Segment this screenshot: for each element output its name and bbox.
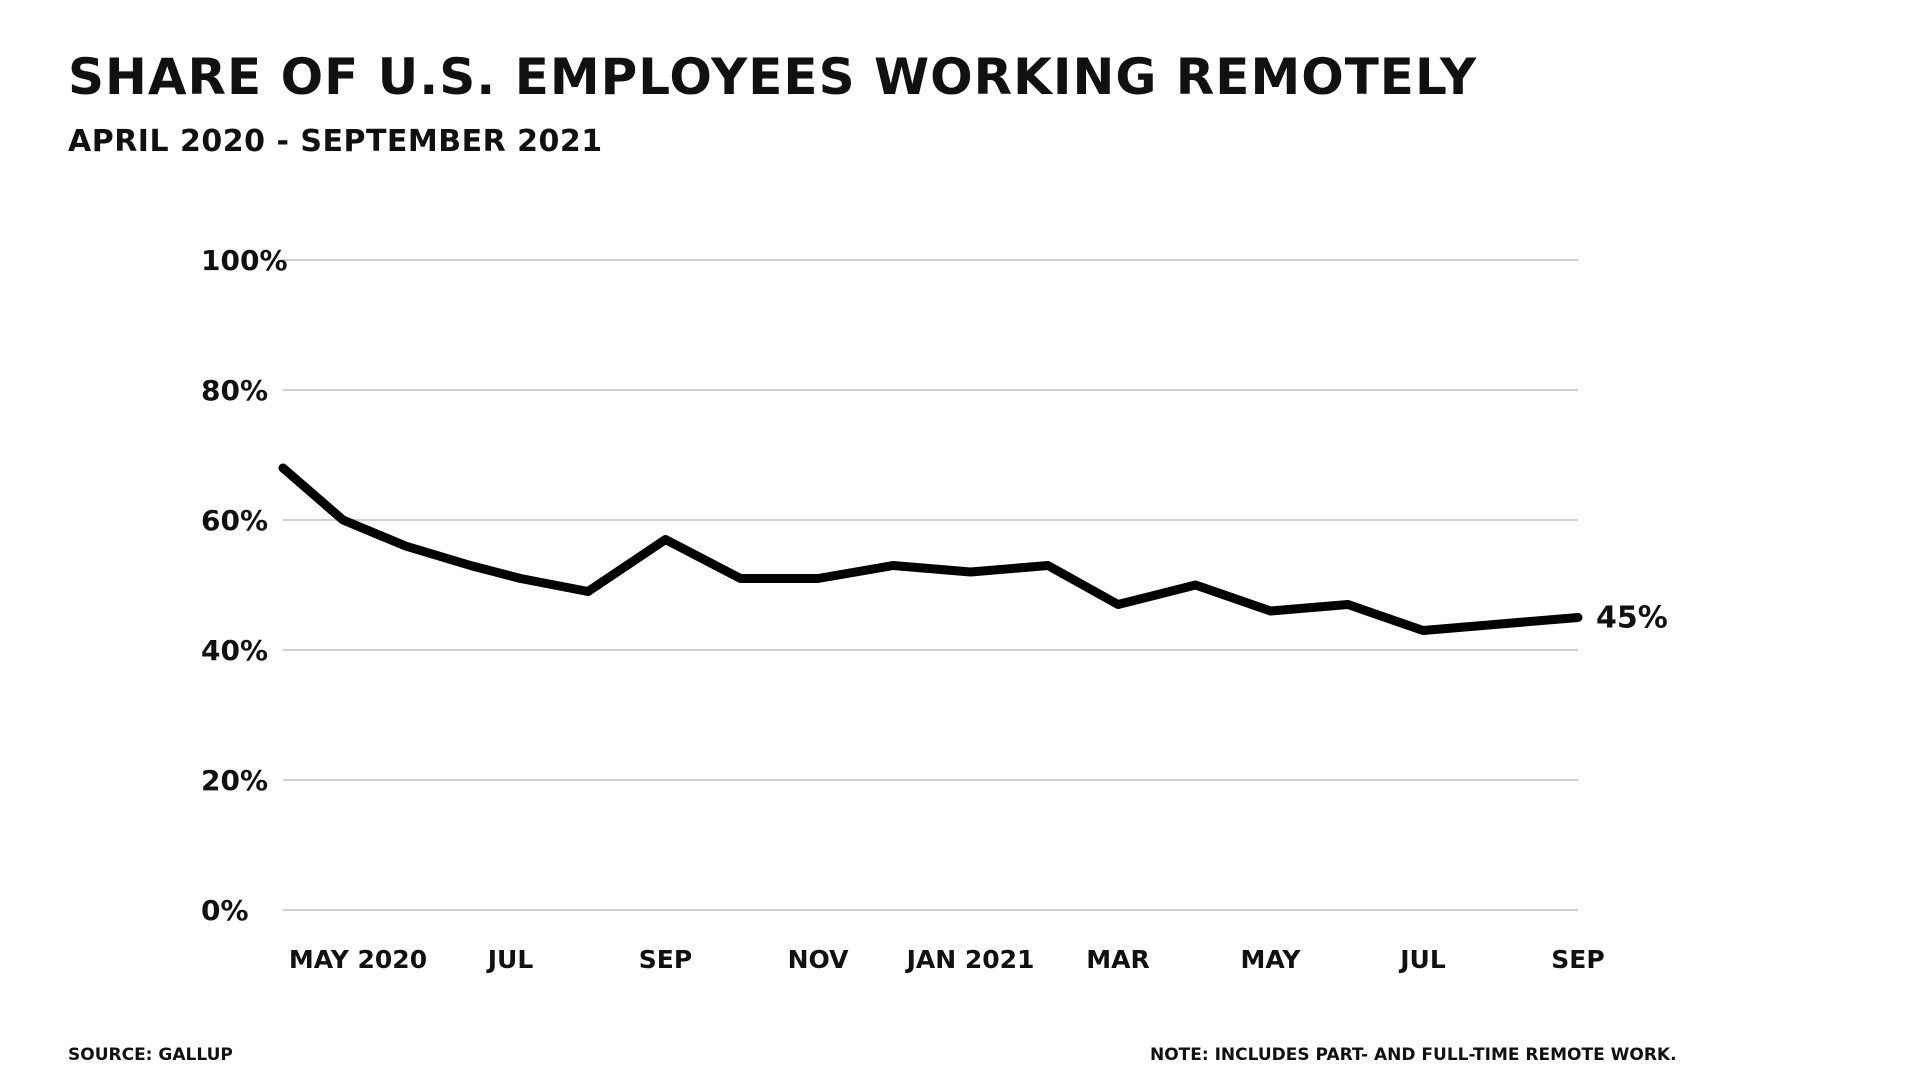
data-point (468, 563, 474, 569)
y-tick-label: 80% (201, 374, 268, 407)
data-point (890, 563, 896, 569)
data-point (1345, 602, 1351, 608)
x-tick-label: JAN 2021 (905, 945, 1035, 974)
y-tick-label: 40% (201, 634, 268, 667)
x-tick-label: MAR (1086, 945, 1149, 974)
data-point (663, 537, 669, 543)
annotations: 45% (1596, 601, 1668, 636)
data-point (1420, 628, 1426, 634)
data-point (968, 569, 974, 575)
x-tick-label: MAY (1241, 945, 1302, 974)
data-point (280, 465, 286, 471)
x-tick-label: JUL (486, 945, 534, 974)
data-point (585, 589, 591, 595)
chart-title: SHARE OF U.S. EMPLOYEES WORKING REMOTELY (68, 48, 1478, 106)
x-tick-label: SEP (639, 945, 692, 974)
data-point (1115, 602, 1121, 608)
x-tick-label: JUL (1398, 945, 1446, 974)
data-point (1193, 582, 1199, 588)
end-value-label: 45% (1596, 601, 1668, 636)
data-point (340, 517, 346, 523)
data-point (1498, 621, 1504, 627)
chart-subtitle: APRIL 2020 - SEPTEMBER 2021 (68, 124, 603, 159)
data-point (403, 543, 409, 549)
y-tick-label: 60% (201, 504, 268, 537)
series-line (278, 463, 1583, 635)
source-note: SOURCE: GALLUP (68, 1045, 233, 1065)
data-point (815, 576, 821, 582)
data-point (738, 576, 744, 582)
footnote: NOTE: INCLUDES PART- AND FULL-TIME REMOT… (1150, 1045, 1677, 1065)
x-tick-label: SEP (1551, 945, 1604, 974)
y-tick-label: 20% (201, 764, 268, 797)
data-point (1045, 563, 1051, 569)
data-point (518, 576, 524, 582)
data-point (1575, 615, 1581, 621)
data-point (1268, 608, 1274, 614)
y-tick-label: 0% (201, 894, 249, 927)
x-tick-label: NOV (788, 945, 850, 974)
x-tick-label: MAY 2020 (289, 945, 427, 974)
y-axis-tick-labels: 0% 20% 40% 60% 80% 100% (201, 244, 288, 927)
x-axis-tick-labels: MAY 2020 JUL SEP NOV JAN 2021 MAR MAY JUL SEP (289, 945, 1605, 974)
series-layer (278, 463, 1583, 635)
y-tick-label: 100% (201, 244, 288, 277)
gridlines (283, 259, 1578, 911)
